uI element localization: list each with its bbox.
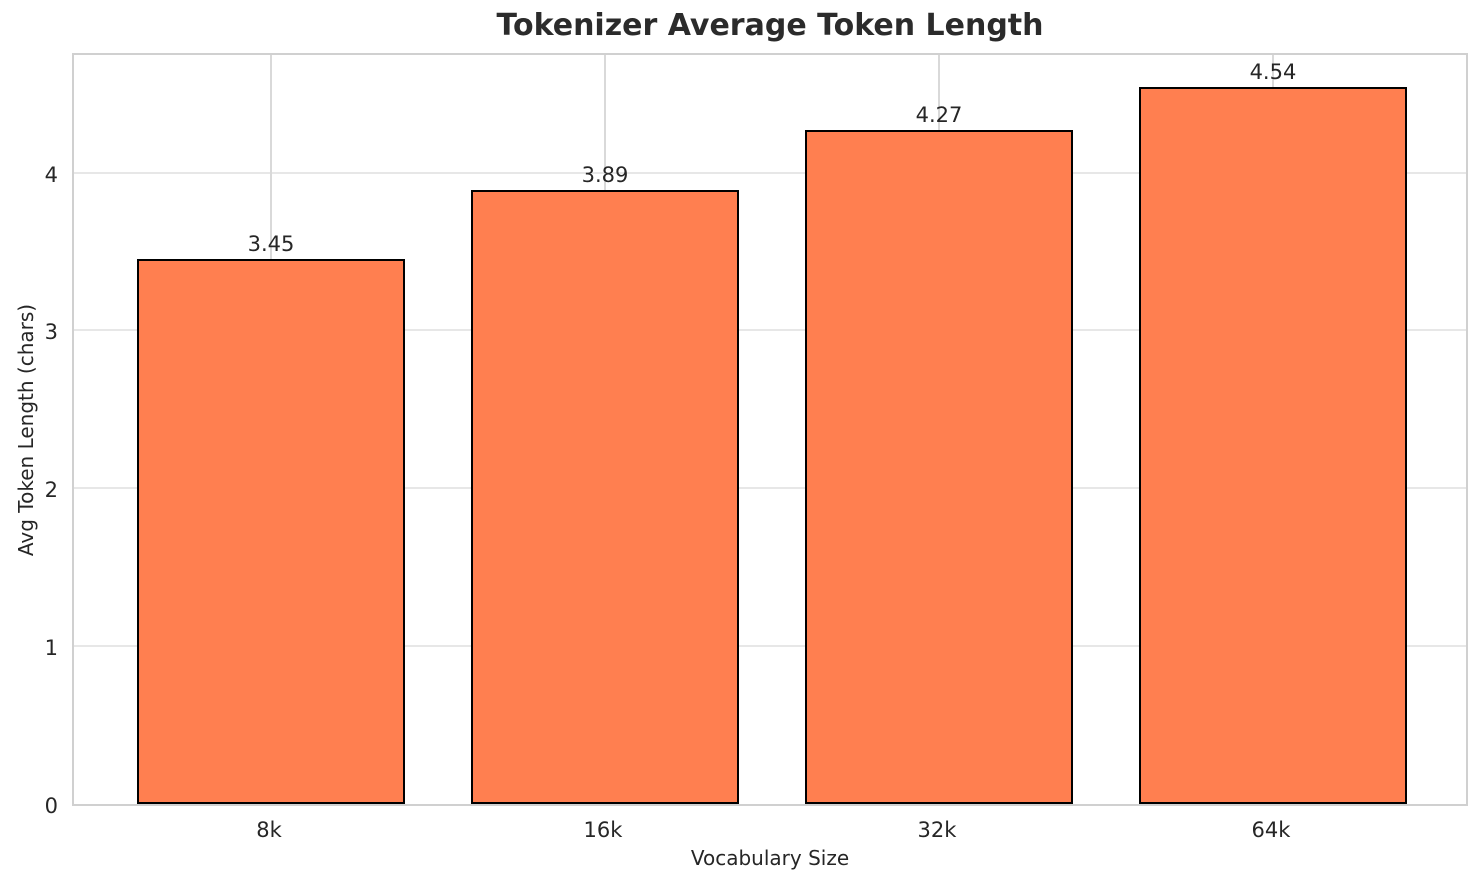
y-tick-label: 3: [44, 320, 58, 345]
x-tick-label: 32k: [917, 818, 957, 842]
bar-64k: [1139, 87, 1407, 804]
bar-value-label: 3.45: [247, 232, 295, 257]
bar-value-label: 4.54: [1249, 60, 1297, 85]
bar-value-label: 4.27: [915, 102, 963, 127]
bar-16k: [471, 189, 739, 804]
h-gridline: [74, 645, 1466, 648]
h-gridline: [74, 487, 1466, 490]
bar-8k: [137, 259, 405, 804]
y-tick-label: 0: [44, 794, 58, 818]
x-axis-label: Vocabulary Size: [690, 846, 850, 870]
h-gridline: [74, 171, 1466, 174]
bar-value-label: 3.89: [581, 162, 629, 187]
plot-area: 3.45 3.89 4.27 4.54: [72, 53, 1468, 806]
chart-title: Tokenizer Average Token Length: [496, 8, 1044, 43]
bar-32k: [805, 129, 1073, 804]
h-gridline: [74, 329, 1466, 332]
x-tick-label: 64k: [1251, 818, 1291, 842]
x-tick-label: 16k: [583, 818, 623, 842]
x-tick-label: 8k: [256, 818, 282, 842]
y-tick-label: 4: [44, 162, 58, 187]
y-tick-label: 2: [44, 478, 58, 503]
y-tick-label: 1: [44, 636, 58, 661]
